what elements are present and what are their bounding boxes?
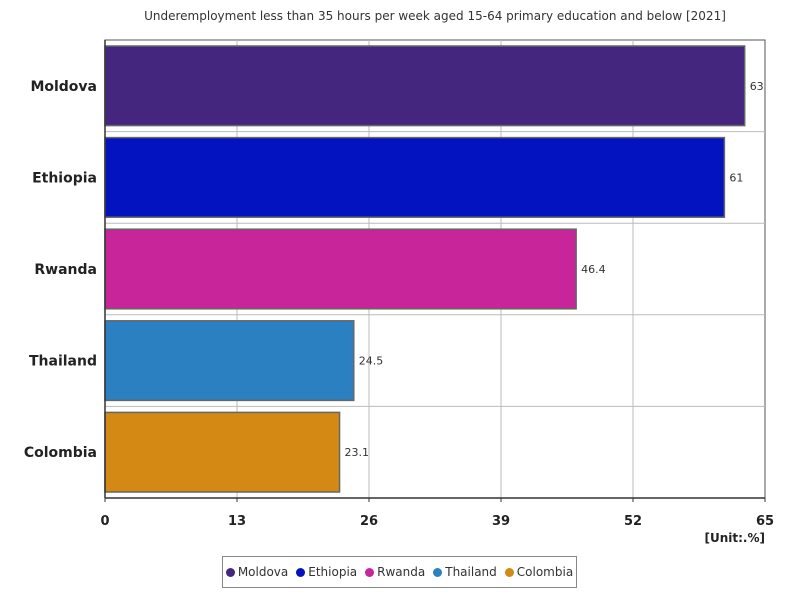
bar-moldova [104,45,746,127]
legend-label-ethiopia: Ethiopia [308,565,358,579]
x-tick-label: 52 [624,514,642,529]
legend-item-moldova[interactable]: Moldova [225,565,289,579]
legend-item-thailand[interactable]: Thailand [433,565,497,579]
x-tick-label: 39 [492,514,510,529]
legend-label-rwanda: Rwanda [377,565,426,579]
legend-label-moldova: Moldova [237,565,289,579]
value-label-colombia: 23.1 [345,446,370,459]
x-tick-label: 26 [360,514,378,529]
x-tick-label: 0 [100,514,109,529]
legend-marker-thailand [433,567,443,577]
value-label-moldova: 63 [750,80,764,93]
category-label-moldova: Moldova [30,79,97,95]
legend-marker-moldova [225,567,235,577]
category-label-thailand: Thailand [29,354,97,370]
value-label-ethiopia: 61 [729,171,743,184]
legend-item-colombia[interactable]: Colombia [504,565,574,579]
value-label-rwanda: 46.4 [581,263,606,276]
legend-marker-ethiopia [296,567,306,577]
legend-item-ethiopia[interactable]: Ethiopia [296,565,357,579]
x-tick-label: 13 [228,514,246,529]
category-label-ethiopia: Ethiopia [32,170,97,186]
legend-marker-colombia [504,567,514,577]
legend-label-colombia: Colombia [516,565,574,579]
chart-legend: Moldova Ethiopia Rwanda Thailand Colombia [222,556,577,588]
bar-colombia [104,411,341,493]
legend-label-thailand: Thailand [445,565,497,579]
legend-item-rwanda[interactable]: Rwanda [365,565,425,579]
category-label-colombia: Colombia [24,445,97,461]
chart-title: Underemployment less than 35 hours per w… [144,9,726,23]
legend-marker-rwanda [365,567,375,577]
bar-rwanda [104,228,577,310]
bar-ethiopia [104,136,726,218]
x-tick-label: 65 [756,514,774,529]
bar-thailand [104,320,355,402]
unit-label: [Unit:.%] [705,531,766,545]
category-label-rwanda: Rwanda [34,262,97,278]
value-label-thailand: 24.5 [359,355,384,368]
